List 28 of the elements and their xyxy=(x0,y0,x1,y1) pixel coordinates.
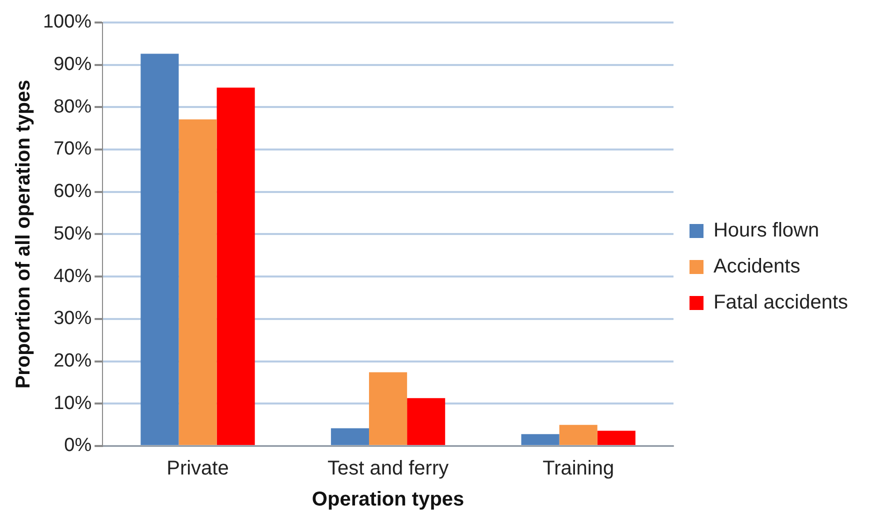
bar xyxy=(140,54,179,445)
y-tick-label: 10% xyxy=(54,392,92,414)
x-tick-label: Training xyxy=(542,458,614,480)
y-tick-label: 30% xyxy=(54,308,92,330)
bar xyxy=(597,430,636,445)
x-tick-label: Test and ferry xyxy=(327,458,449,480)
x-tick-label: Private xyxy=(166,458,229,480)
y-tick-label: 60% xyxy=(54,181,92,202)
bar xyxy=(407,398,446,445)
legend-label: Accidents xyxy=(713,256,800,278)
y-tick-label: 20% xyxy=(54,350,92,372)
bar xyxy=(559,424,598,445)
y-tick-label: 50% xyxy=(54,223,92,244)
bar xyxy=(330,428,370,445)
y-tick-label: 40% xyxy=(54,266,92,287)
legend-label: Fatal accidents xyxy=(713,292,848,314)
x-axis-title: Operation types xyxy=(312,488,464,511)
y-tick-label: 90% xyxy=(54,54,92,75)
bar xyxy=(521,434,560,445)
y-tick-label: 100% xyxy=(42,12,92,33)
y-tick-label: 70% xyxy=(54,138,92,160)
y-tick-label: 0% xyxy=(64,435,92,456)
bar xyxy=(369,372,408,445)
bar xyxy=(216,88,255,445)
bar xyxy=(178,119,217,445)
y-axis-title: Proportion of all operation types xyxy=(12,80,35,389)
legend-label: Hours flown xyxy=(713,220,820,242)
y-tick-label: 80% xyxy=(54,96,92,118)
